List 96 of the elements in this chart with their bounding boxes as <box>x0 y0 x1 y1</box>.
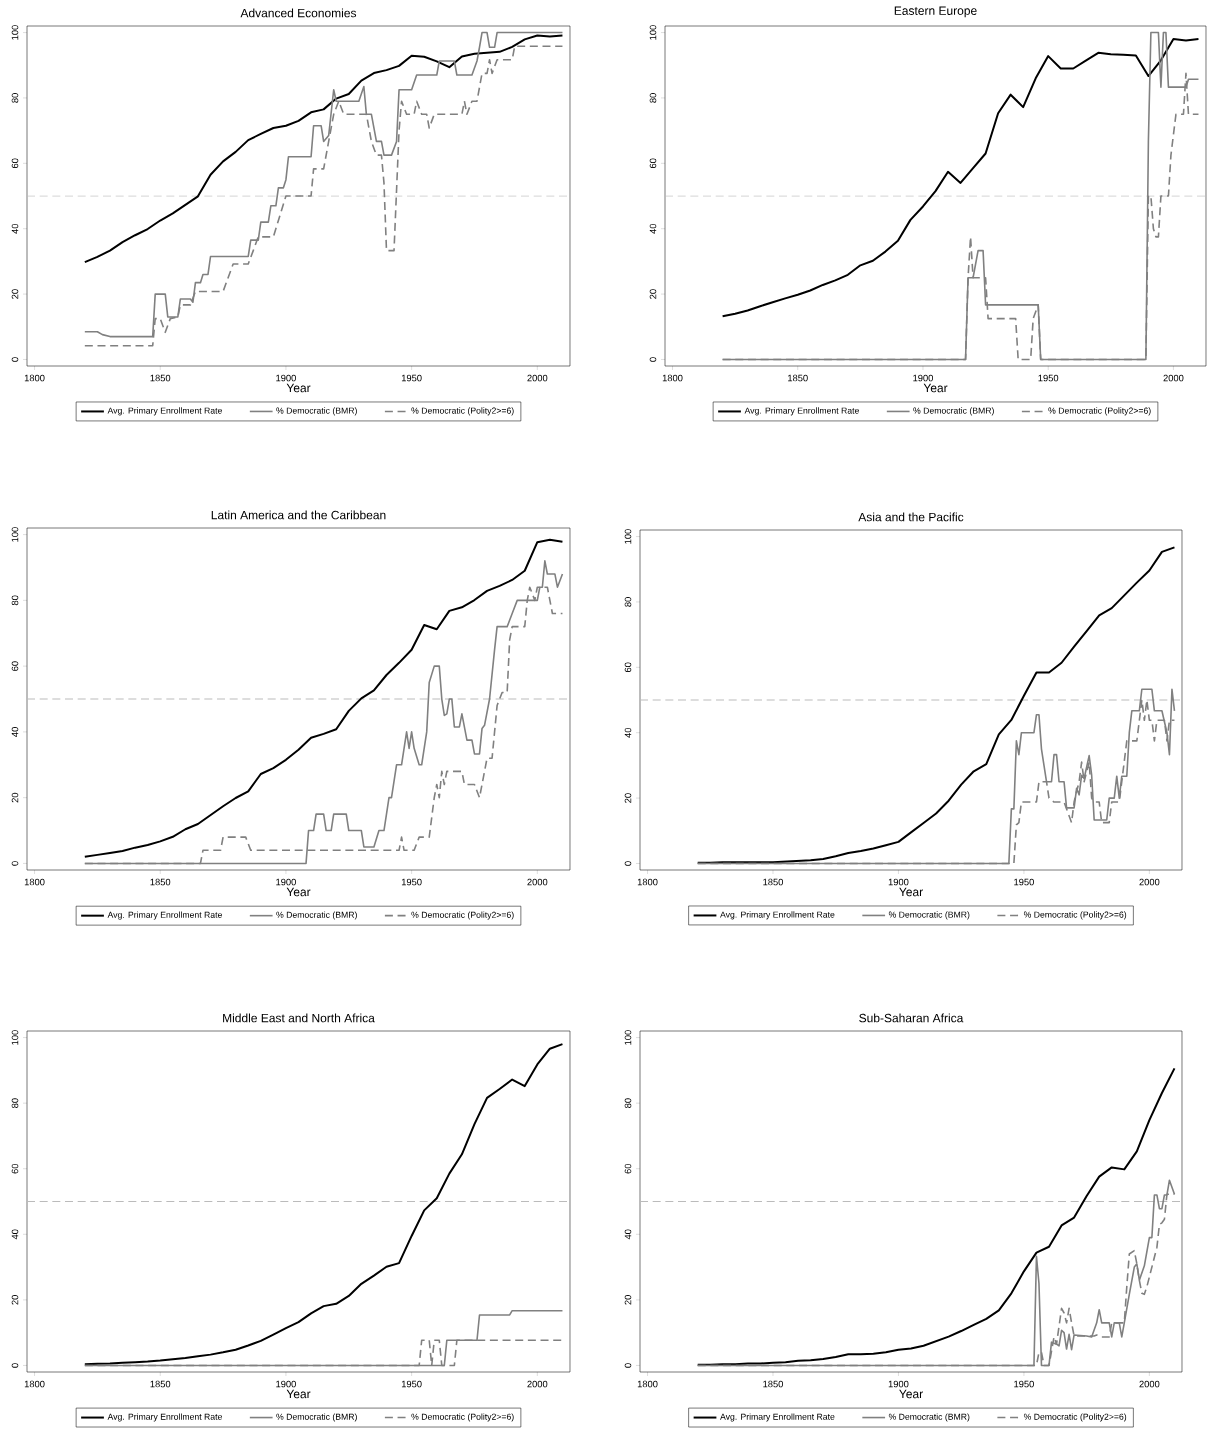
x-tick-label: 1900 <box>276 878 296 886</box>
x-tick-label: 1800 <box>24 878 45 886</box>
y-tick-label: 0 <box>624 861 632 866</box>
x-tick-label: 1800 <box>24 374 45 382</box>
x-tick-label: 2000 <box>1163 374 1184 382</box>
x-axis-title: Year <box>899 887 923 897</box>
legend-label: Avg. Primary Enrollment Rate <box>720 911 835 920</box>
x-axis-title: Year <box>286 887 311 897</box>
y-tick-label: 40 <box>624 1229 632 1240</box>
x-tick-label: 1850 <box>150 878 171 886</box>
y-tick-label: 40 <box>11 223 19 234</box>
y-tick-label: 40 <box>624 727 632 738</box>
legend-label: Avg. Primary Enrollment Rate <box>720 1413 835 1422</box>
y-tick-label: 20 <box>649 289 657 299</box>
x-axis-title: Year <box>899 1389 923 1399</box>
y-tick-label: 60 <box>11 661 19 671</box>
legend-label: % Democratic (Polity2>=6) <box>1023 911 1127 920</box>
y-tick-label: 40 <box>11 1229 19 1240</box>
y-tick-label: 20 <box>11 1295 19 1305</box>
x-tick-label: 2000 <box>1139 1380 1160 1388</box>
legend-label: % Democratic (Polity2>=6) <box>411 1413 514 1422</box>
x-tick-label: 1950 <box>401 374 422 382</box>
chart-title: Advanced Economies <box>240 8 357 18</box>
x-tick-label: 1900 <box>888 1380 909 1388</box>
y-tick-label: 0 <box>624 1363 632 1368</box>
y-tick-label: 80 <box>624 597 632 607</box>
y-tick-label: 20 <box>624 793 632 803</box>
legend-label: % Democratic (BMR) <box>276 407 357 416</box>
y-tick-label: 100 <box>649 25 657 40</box>
x-axis-title: Year <box>286 1389 311 1399</box>
x-tick-label: 1800 <box>637 878 658 886</box>
x-tick-label: 1950 <box>1014 878 1034 886</box>
x-tick-label: 1800 <box>662 374 683 382</box>
y-tick-label: 60 <box>11 158 19 169</box>
legend-label: Avg. Primary Enrollment Rate <box>107 1413 222 1422</box>
x-tick-label: 1850 <box>763 878 784 886</box>
legend-label: % Democratic (Polity2>=6) <box>411 911 514 920</box>
legend-label: % Democratic (BMR) <box>276 911 357 920</box>
x-tick-label: 1900 <box>276 1380 296 1388</box>
y-tick-label: 80 <box>11 93 19 103</box>
y-tick-label: 100 <box>11 1030 19 1045</box>
x-tick-label: 1950 <box>1014 1380 1034 1388</box>
y-tick-label: 100 <box>11 527 19 542</box>
chart-title: Latin America and the Caribbean <box>211 510 386 520</box>
x-tick-label: 1850 <box>150 374 171 382</box>
x-tick-label: 2000 <box>527 374 548 382</box>
x-tick-label: 2000 <box>527 878 548 886</box>
legend-label: % Democratic (Polity2>=6) <box>411 407 514 416</box>
legend-label: % Democratic (Polity2>=6) <box>1023 1413 1127 1422</box>
y-tick-label: 0 <box>649 357 657 362</box>
chart-title: Middle East and North Africa <box>223 1013 375 1023</box>
x-tick-label: 1950 <box>1038 374 1059 382</box>
legend-label: Avg. Primary Enrollment Rate <box>107 911 222 920</box>
y-tick-label: 40 <box>11 727 19 737</box>
y-tick-label: 60 <box>11 1163 19 1174</box>
x-tick-label: 1850 <box>788 374 808 382</box>
y-tick-label: 0 <box>11 357 19 362</box>
y-tick-label: 40 <box>649 223 657 234</box>
x-tick-label: 2000 <box>527 1380 548 1388</box>
chart-title: Asia and the Pacific <box>858 512 964 522</box>
x-tick-label: 1850 <box>150 1380 171 1388</box>
y-tick-label: 80 <box>11 1098 19 1108</box>
legend-label: % Democratic (BMR) <box>913 407 994 416</box>
y-tick-label: 80 <box>649 93 657 103</box>
y-tick-label: 20 <box>11 792 19 803</box>
legend-label: % Democratic (Polity2>=6) <box>1048 407 1151 416</box>
legend-label: Avg. Primary Enrollment Rate <box>744 407 859 416</box>
x-tick-label: 1800 <box>24 1380 45 1388</box>
legend-label: % Democratic (BMR) <box>888 1413 970 1422</box>
x-tick-label: 1900 <box>276 374 296 382</box>
chart-title: Sub-Saharan Africa <box>859 1013 964 1023</box>
y-tick-label: 20 <box>11 289 19 299</box>
y-tick-label: 100 <box>11 25 19 40</box>
x-axis-title: Year <box>923 383 948 393</box>
y-tick-label: 20 <box>624 1295 632 1305</box>
legend-label: % Democratic (BMR) <box>276 1413 357 1422</box>
x-axis-title: Year <box>286 383 311 393</box>
y-tick-label: 60 <box>624 1163 632 1174</box>
y-tick-label: 80 <box>624 1098 632 1108</box>
y-tick-label: 60 <box>624 662 632 673</box>
x-tick-label: 1950 <box>401 1380 422 1388</box>
y-tick-label: 80 <box>11 595 19 606</box>
x-tick-label: 2000 <box>1139 878 1160 886</box>
x-tick-label: 1900 <box>913 374 933 382</box>
x-tick-label: 1850 <box>763 1380 784 1388</box>
x-tick-label: 1900 <box>888 878 909 886</box>
x-tick-label: 1800 <box>637 1380 658 1388</box>
y-tick-label: 100 <box>624 529 632 544</box>
legend-label: % Democratic (BMR) <box>888 911 970 920</box>
legend-label: Avg. Primary Enrollment Rate <box>107 407 222 416</box>
y-tick-label: 100 <box>624 1030 632 1045</box>
x-tick-label: 1950 <box>401 878 422 886</box>
y-tick-label: 60 <box>649 158 657 169</box>
y-tick-label: 0 <box>11 1363 19 1368</box>
y-tick-label: 0 <box>11 861 19 866</box>
chart-title: Eastern Europe <box>894 6 977 18</box>
